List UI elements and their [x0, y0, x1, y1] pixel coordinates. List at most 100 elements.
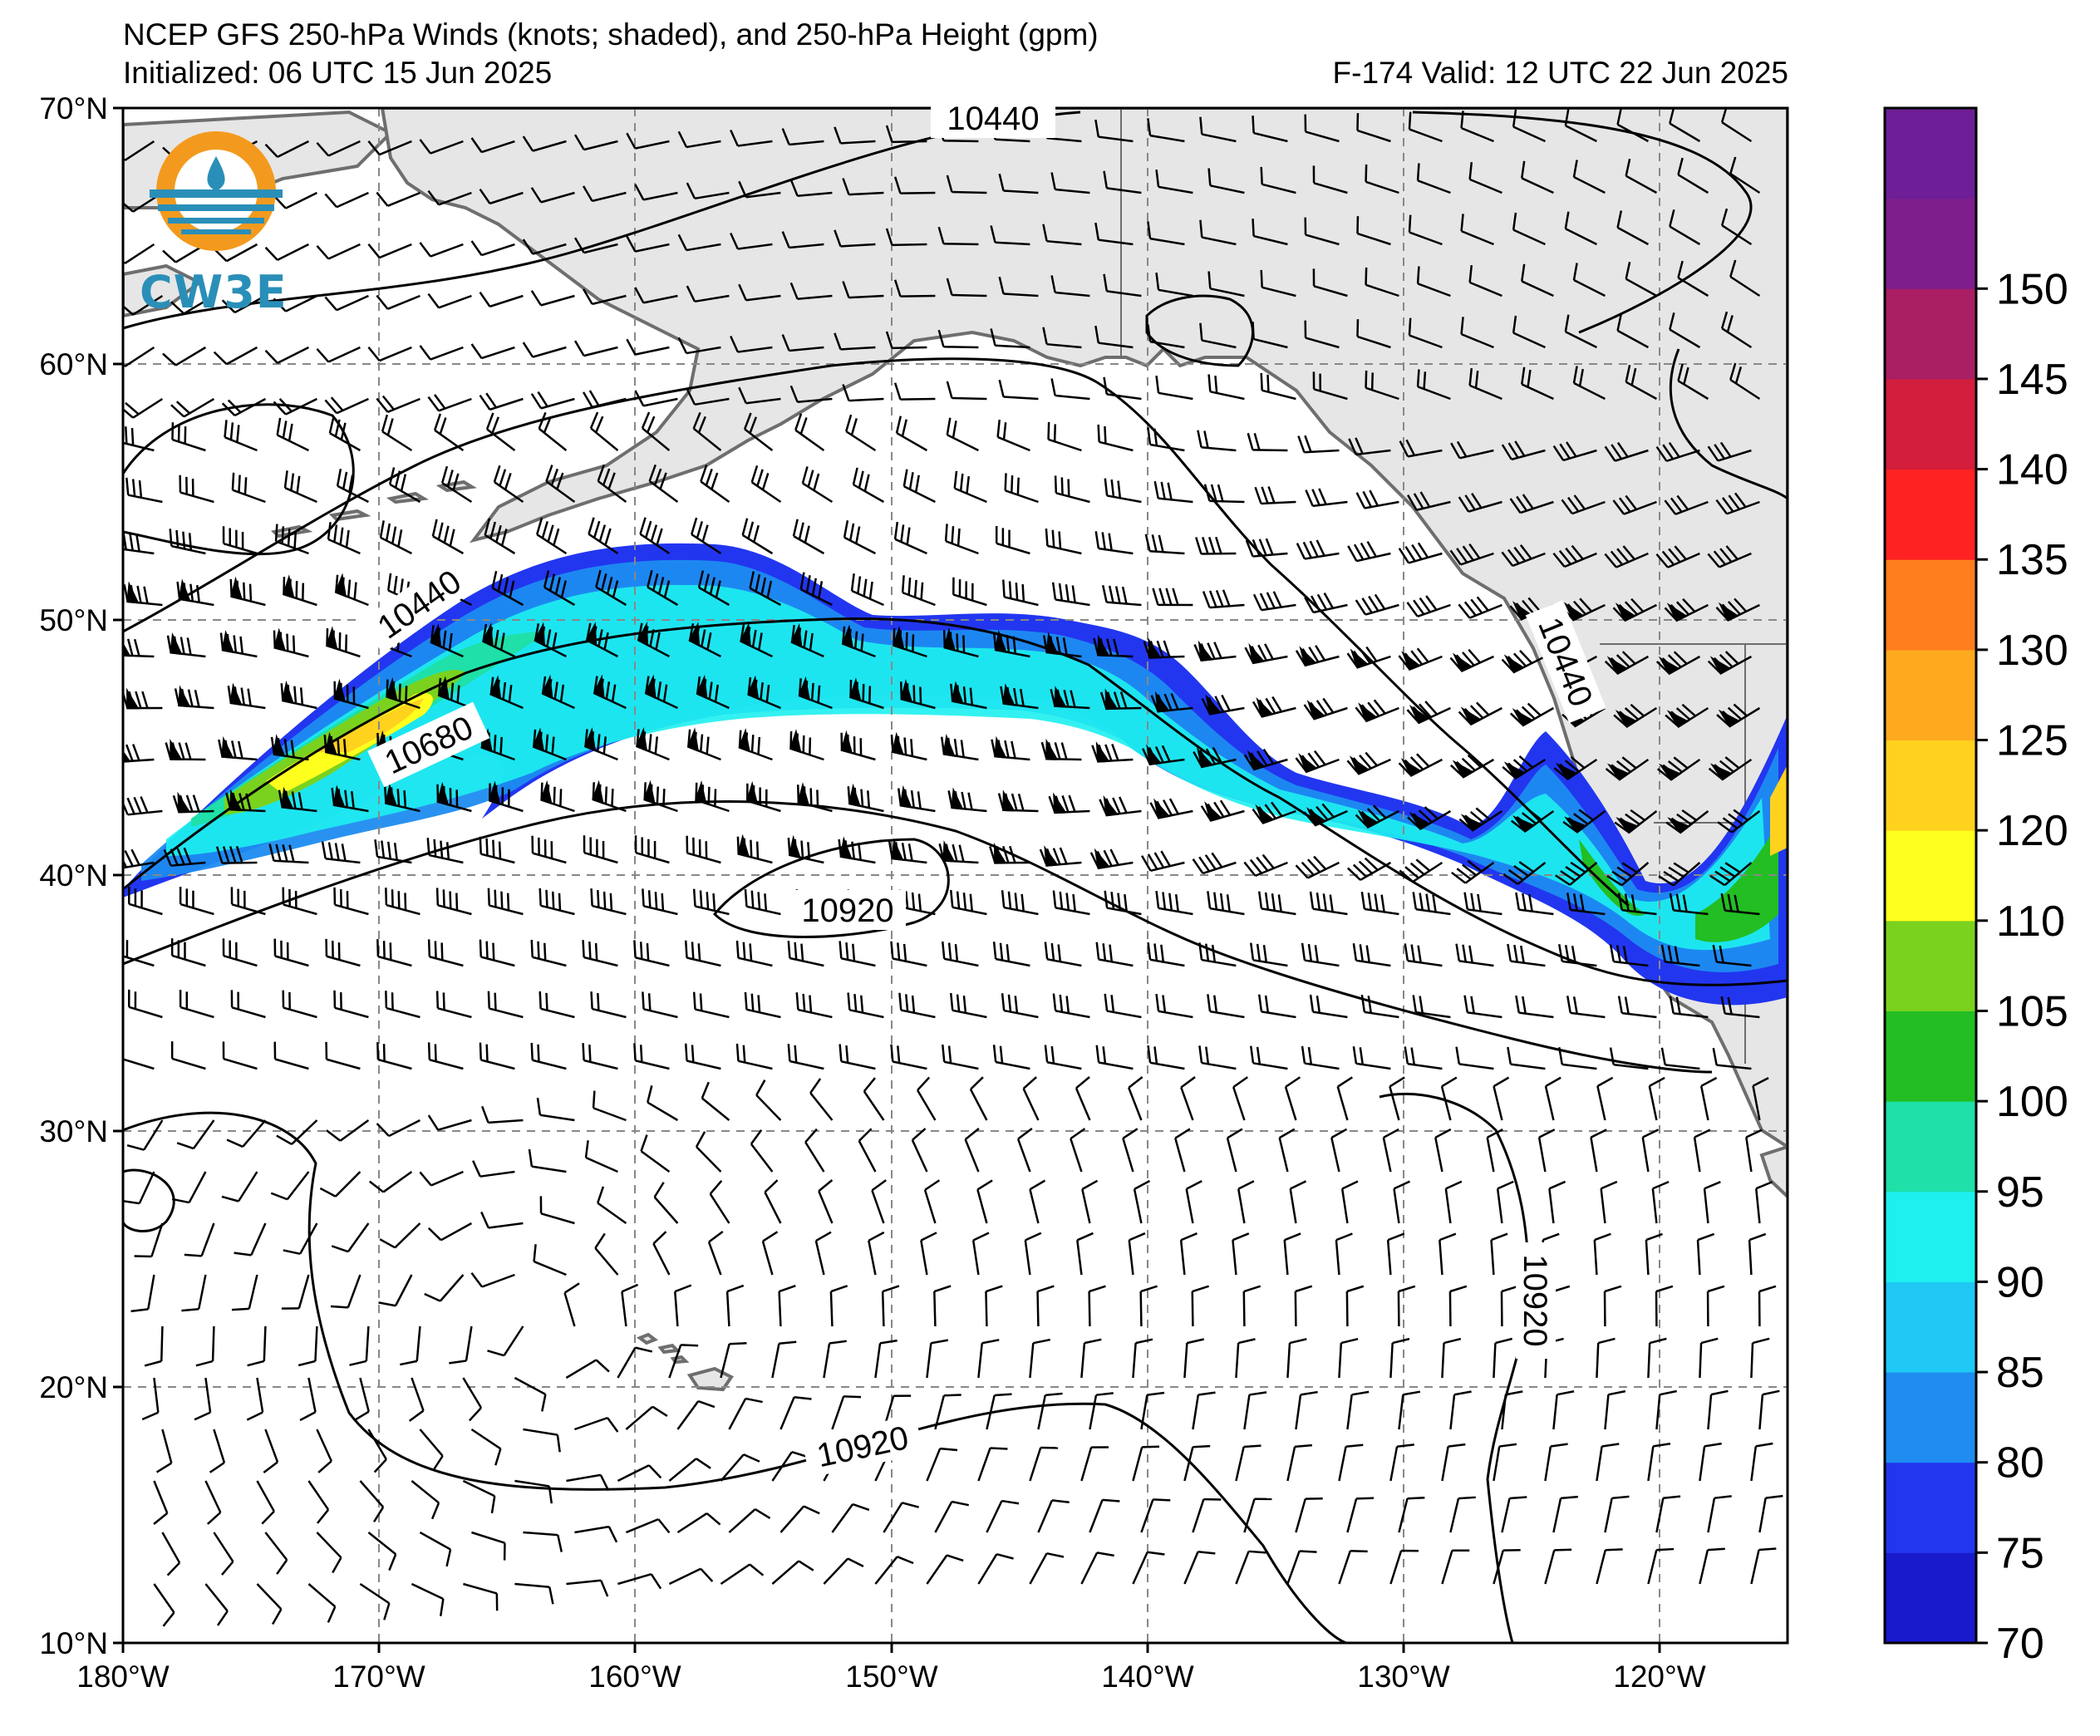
wind-barb-feather [391, 526, 397, 544]
wind-barb-feather [560, 580, 567, 598]
wind-barb-pennant [1460, 814, 1483, 832]
wind-barb-feather [626, 132, 637, 150]
wind-barb-staff [438, 294, 472, 309]
wind-barb-feather [1419, 703, 1432, 718]
wind-barb-feather [550, 468, 559, 486]
wind-barb-staff [1357, 335, 1391, 349]
wind-barb-feather [1050, 275, 1056, 293]
wind-barb-feather [1717, 821, 1733, 834]
wind-barb-staff [1565, 331, 1597, 349]
wind-barb-staff [532, 346, 567, 358]
wind-barb-feather [1416, 266, 1420, 284]
wind-barb-feather [789, 179, 799, 197]
wind-barb-feather [1611, 444, 1623, 460]
wind-barb-feather [1353, 543, 1365, 561]
wind-barb-feather [593, 520, 601, 539]
wind-barb-feather [123, 201, 134, 213]
wind-barb-feather [1416, 369, 1420, 387]
wind-barb-feather [1113, 691, 1121, 709]
wind-barb-pennant [747, 675, 760, 701]
wind-barb-feather [1616, 760, 1631, 773]
wind-barb-feather [1573, 813, 1589, 825]
wind-barb-feather [1606, 874, 1623, 887]
wind-barb-feather [493, 735, 497, 753]
wind-barb-feather [1203, 430, 1209, 449]
wind-barb-feather [850, 573, 855, 592]
wind-barb-feather [1042, 224, 1048, 242]
wind-barb-feather [789, 282, 799, 300]
wind-barb-feather [966, 475, 970, 494]
wind-barb-feather [738, 180, 747, 198]
wind-barb-feather [953, 739, 958, 757]
wind-barb-feather [1468, 161, 1473, 180]
wind-barb-feather [1355, 492, 1366, 509]
wind-barb-feather [730, 335, 739, 353]
wind-barb-feather [485, 412, 494, 430]
wind-barb-feather [639, 517, 647, 535]
wind-barb-feather [184, 742, 192, 760]
wind-barb-feather [123, 858, 128, 868]
wind-barb-feather [559, 684, 565, 702]
wind-barb-feather [1475, 701, 1490, 716]
wind-barb-staff [1677, 174, 1709, 194]
wind-barb-feather [1358, 860, 1373, 874]
wind-barb-pennant [789, 729, 802, 754]
wind-barb-staff [900, 294, 936, 298]
wind-barb-feather [573, 134, 585, 150]
wind-barb-feather [231, 472, 235, 490]
wind-barb-feather [1460, 214, 1464, 232]
wind-barb-feather [376, 397, 389, 413]
wind-barb-feather [1013, 687, 1018, 706]
wind-barb-pennant [1357, 809, 1380, 829]
wind-barb-feather [1315, 645, 1326, 661]
wind-barb-feather [649, 629, 655, 647]
wind-barb-staff [686, 243, 721, 252]
wind-barb-feather [192, 794, 200, 812]
wind-barb-feather [705, 468, 713, 486]
wind-barb-staff [285, 191, 317, 209]
wind-barb-feather [1153, 428, 1158, 446]
wind-barb-feather [170, 404, 185, 418]
wind-barb-feather [176, 848, 185, 865]
wind-barb-staff [1098, 239, 1134, 246]
wind-barb-feather [1722, 817, 1739, 829]
wind-barb-feather [663, 580, 671, 598]
wind-barb-staff [1409, 334, 1443, 349]
baja-land [1759, 1144, 1788, 1199]
wind-barb-feather [1163, 640, 1171, 658]
wind-barb-feather [1368, 595, 1380, 612]
wind-barb-feather [1021, 583, 1025, 602]
wind-barb-feather [394, 470, 401, 489]
wind-barb-feather [1011, 793, 1018, 811]
wind-barb-feather [657, 681, 662, 700]
wind-barb-feather [743, 412, 752, 430]
wind-barb-feather [433, 394, 446, 410]
wind-barb-staff [1055, 188, 1090, 194]
wind-barb-feather [1365, 751, 1378, 767]
wind-barb-feather [902, 469, 908, 487]
wind-barb-pennant [386, 676, 398, 702]
wind-barb-feather [1734, 492, 1747, 508]
wind-barb-feather [1676, 494, 1689, 510]
wind-barb-feather [998, 173, 1005, 191]
wind-barb-feather [1564, 211, 1570, 229]
wind-barb-feather [1151, 534, 1158, 553]
wind-barb-feather [1621, 756, 1637, 770]
wind-barb-feather [1624, 601, 1639, 616]
wind-barb-feather [1462, 863, 1478, 877]
wind-barb-staff [1417, 283, 1451, 298]
wind-barb-feather [998, 276, 1005, 294]
wind-barb-feather [1094, 222, 1099, 240]
wind-barb-feather [766, 580, 773, 598]
wind-barb-feather [758, 632, 763, 651]
wind-barb-feather [386, 418, 394, 435]
wind-barb-feather [1168, 798, 1179, 815]
wind-barb-feather [1252, 219, 1255, 237]
wind-barb-feather [1245, 539, 1254, 558]
wind-barb-feather [316, 141, 330, 157]
wind-barb-feather [1729, 259, 1737, 278]
wind-barb-feather [1257, 644, 1267, 661]
wind-barb-feather [1106, 638, 1113, 657]
wind-barb-pennant [1503, 654, 1526, 674]
wind-barb-pennant [1667, 817, 1691, 834]
